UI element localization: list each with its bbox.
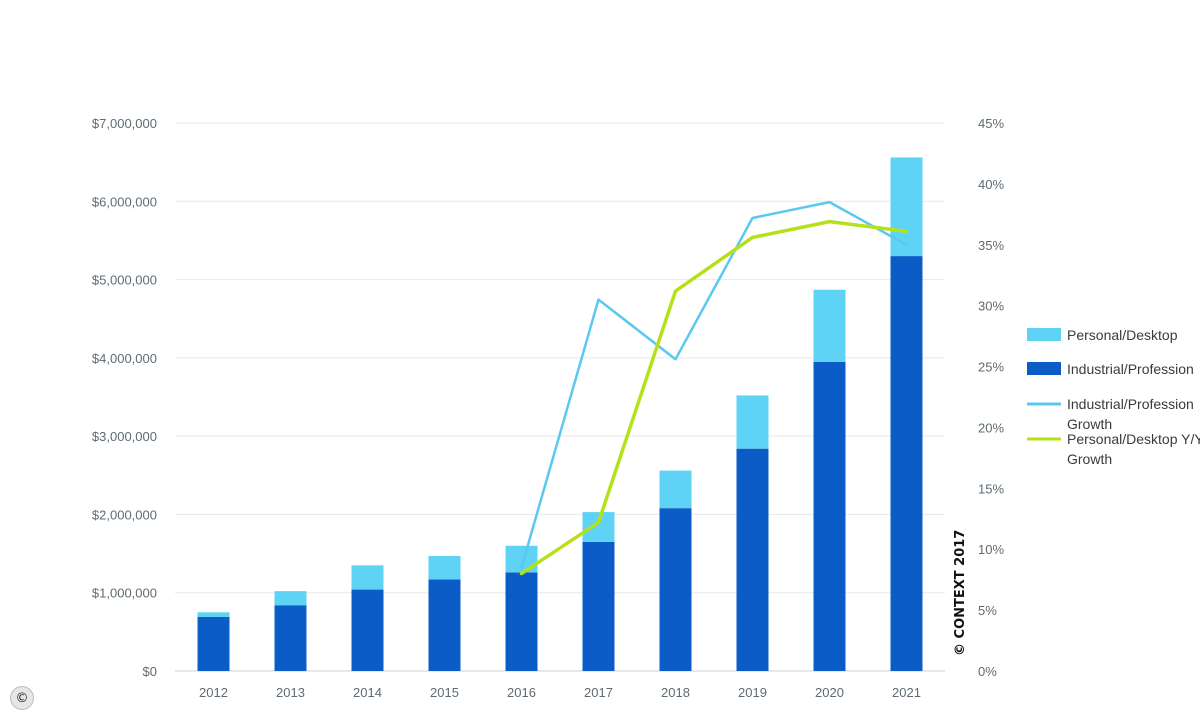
left-tick-label: $1,000,000 bbox=[92, 586, 157, 601]
left-tick-label: $4,000,000 bbox=[92, 351, 157, 366]
copyright-notice: © CONTEXT 2017 bbox=[953, 530, 968, 656]
x-tick-label: 2021 bbox=[892, 685, 921, 700]
left-tick-label: $5,000,000 bbox=[92, 273, 157, 288]
bar-personal-desktop-2019 bbox=[736, 395, 769, 449]
left-tick-label: $2,000,000 bbox=[92, 507, 157, 522]
bar-industrial-professional-2021 bbox=[890, 256, 923, 671]
bar-personal-desktop-2015 bbox=[428, 555, 461, 580]
legend-label-line2: Growth bbox=[1067, 416, 1112, 432]
bar-industrial-professional-2016 bbox=[505, 572, 538, 671]
bar-industrial-professional-2017 bbox=[582, 541, 615, 671]
bar-personal-desktop-2020 bbox=[813, 289, 846, 362]
legend-label: Industrial/Profession bbox=[1067, 396, 1194, 412]
legend-swatch bbox=[1027, 328, 1061, 341]
bar-personal-desktop-2021 bbox=[890, 157, 923, 257]
x-tick-label: 2013 bbox=[276, 685, 305, 700]
right-axis: 0% 5% 10% 15% 20% 25% 30% 35% 40% 45% bbox=[978, 116, 1004, 679]
legend-label: Personal/Desktop bbox=[1067, 327, 1178, 343]
bar-industrial-professional-2013 bbox=[274, 605, 307, 671]
right-tick-label: 10% bbox=[978, 542, 1004, 557]
bar-personal-desktop-2018 bbox=[659, 470, 692, 509]
left-tick-label: $7,000,000 bbox=[92, 116, 157, 131]
right-tick-label: 35% bbox=[978, 238, 1004, 253]
bar-industrial-professional-2012 bbox=[197, 616, 230, 671]
x-tick-label: 2016 bbox=[507, 685, 536, 700]
right-tick-label: 0% bbox=[978, 664, 997, 679]
bar-industrial-professional-2015 bbox=[428, 579, 461, 671]
right-tick-label: 40% bbox=[978, 177, 1004, 192]
left-tick-label: $6,000,000 bbox=[92, 194, 157, 209]
x-tick-label: 2020 bbox=[815, 685, 844, 700]
right-tick-label: 25% bbox=[978, 360, 1004, 375]
bar-personal-desktop-2013 bbox=[274, 591, 307, 606]
bar-industrial-professional-2018 bbox=[659, 508, 692, 671]
bar-industrial-professional-2014 bbox=[351, 589, 384, 671]
copyright-badge: © bbox=[10, 686, 34, 710]
x-tick-label: 2018 bbox=[661, 685, 690, 700]
legend-label-line2: Growth bbox=[1067, 451, 1112, 467]
legend-swatch bbox=[1027, 362, 1061, 375]
left-axis: $0 $1,000,000 $2,000,000 $3,000,000 $4,000,0… bbox=[92, 116, 157, 679]
x-axis: 2012 2013 2014 2015 2016 2017 2018 2019 2020 2021 bbox=[199, 685, 921, 700]
bar-industrial-professional-2020 bbox=[813, 361, 846, 671]
right-tick-label: 15% bbox=[978, 481, 1004, 496]
legend-label: Industrial/Profession bbox=[1067, 361, 1194, 377]
line-industrial-professional-y-y-growth bbox=[520, 200, 908, 569]
right-tick-label: 20% bbox=[978, 420, 1004, 435]
bar-personal-desktop-2017 bbox=[582, 512, 615, 542]
legend-label: Personal/Desktop Y/Y bbox=[1067, 431, 1200, 447]
bars bbox=[197, 157, 923, 671]
right-tick-label: 45% bbox=[978, 116, 1004, 131]
growth-lines bbox=[519, 200, 909, 576]
bar-industrial-professional-2019 bbox=[736, 448, 769, 671]
x-tick-label: 2014 bbox=[353, 685, 382, 700]
left-tick-label: $0 bbox=[143, 664, 157, 679]
bar-personal-desktop-2014 bbox=[351, 565, 384, 590]
x-tick-label: 2015 bbox=[430, 685, 459, 700]
x-tick-label: 2019 bbox=[738, 685, 767, 700]
x-tick-label: 2017 bbox=[584, 685, 613, 700]
right-tick-label: 5% bbox=[978, 603, 997, 618]
right-tick-label: 30% bbox=[978, 299, 1004, 314]
left-tick-label: $3,000,000 bbox=[92, 429, 157, 444]
legend: Personal/Desktop Industrial/Profession Ind… bbox=[1027, 327, 1200, 467]
bar-personal-desktop-2012 bbox=[197, 612, 230, 617]
x-tick-label: 2012 bbox=[199, 685, 228, 700]
line-personal-desktop-y-y-growth bbox=[519, 219, 909, 576]
